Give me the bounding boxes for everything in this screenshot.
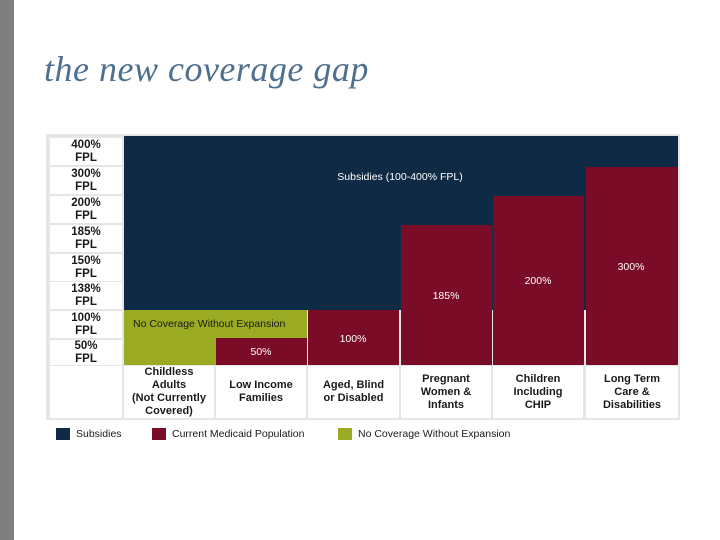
fpl-label-185: 185% FPL — [50, 225, 122, 252]
fpl-label-300: 300% FPL — [50, 167, 122, 194]
category-label-low-income-families: Low Income Families — [216, 366, 306, 418]
legend-item-gap: No Coverage Without Expansion — [338, 427, 510, 441]
category-label-pregnant-women: Pregnant Women & Infants — [401, 366, 491, 418]
slide-title: the new coverage gap — [44, 49, 369, 89]
gap-label: No Coverage Without Expansion — [133, 318, 286, 330]
gap-bar-childless-adults — [124, 310, 216, 365]
category-label-childless-adults: Childless Adults (Not Currently Covered) — [124, 366, 214, 418]
medicaid-label-aged-blind-disabled: 100% — [339, 333, 367, 345]
medicaid-label-low-income-families: 50% — [250, 346, 272, 358]
legend-item-medicaid: Current Medicaid Population — [152, 427, 305, 441]
gap-bar-low-income-families — [216, 310, 307, 338]
medicaid-label-children-chip: 200% — [524, 275, 552, 287]
medicaid-bar-low-income-families — [216, 338, 307, 365]
medicaid-bar-children-chip — [493, 196, 584, 365]
medicaid-label-long-term-care: 300% — [617, 261, 645, 273]
legend-swatch-medicaid — [152, 428, 166, 440]
legend-label-medicaid: Current Medicaid Population — [172, 428, 305, 440]
category-corner-cell — [50, 366, 122, 418]
medicaid-bar-long-term-care — [586, 167, 678, 365]
category-label-aged-blind-disabled: Aged, Blind or Disabled — [308, 366, 399, 418]
category-label-long-term-care: Long Term Care & Disabilities — [586, 366, 678, 418]
fpl-label-400: 400% FPL — [50, 138, 122, 165]
subsidies-label: Subsidies (100-400% FPL) — [337, 171, 463, 183]
slide-left-accent-bar — [0, 0, 14, 540]
medicaid-label-pregnant-women: 185% — [432, 290, 460, 302]
category-label-children-chip: Children Including CHIP — [493, 366, 583, 418]
fpl-label-50: 50% FPL — [50, 340, 122, 365]
legend-item-subsidies: Subsidies — [56, 427, 122, 441]
medicaid-bar-pregnant-women — [401, 225, 492, 365]
chart-legend: Subsidies Current Medicaid Population No… — [56, 427, 696, 441]
legend-label-subsidies: Subsidies — [76, 428, 122, 440]
fpl-label-200: 200% FPL — [50, 196, 122, 223]
legend-swatch-gap — [338, 428, 352, 440]
legend-swatch-subsidies — [56, 428, 70, 440]
fpl-label-100: 100% FPL — [50, 311, 122, 338]
medicaid-bar-aged-blind-disabled — [308, 310, 399, 365]
fpl-label-138: 138% FPL — [50, 282, 122, 309]
fpl-label-150: 150% FPL — [50, 254, 122, 281]
legend-label-gap: No Coverage Without Expansion — [358, 428, 511, 440]
